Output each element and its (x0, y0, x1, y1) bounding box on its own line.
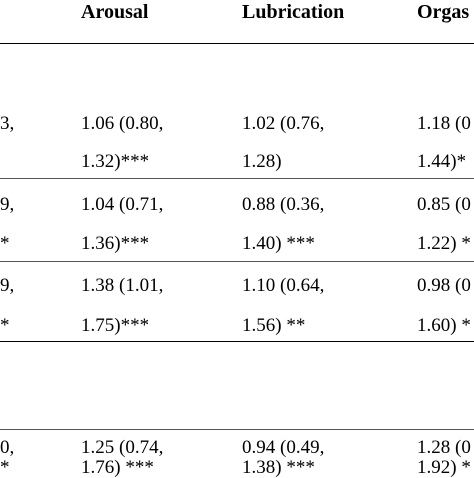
lubrication-cell: 1.02 (0.76, (242, 113, 325, 134)
lubrication-cell: 0.94 (0.49, (242, 437, 325, 458)
row-label-fragment: * (0, 233, 10, 254)
orgasm-cell: 1.22) * (417, 233, 471, 254)
arousal-cell: 1.76) *** (81, 457, 154, 478)
orgasm-cell: 1.28 (0 (417, 437, 471, 458)
orgasm-cell: 1.60) * (417, 315, 471, 336)
row-divider (0, 429, 474, 430)
arousal-cell: 1.32)*** (81, 151, 150, 172)
header-rule (0, 43, 474, 44)
row-divider (0, 178, 474, 179)
lubrication-cell: 1.38) *** (242, 457, 315, 478)
orgasm-cell: 0.85 (0 (417, 194, 471, 215)
row-divider (0, 261, 474, 262)
orgasm-cell: 1.44)* (417, 151, 467, 172)
lubrication-cell: 1.10 (0.64, (242, 275, 325, 296)
lubrication-cell: 1.28) (242, 151, 282, 172)
row-label-fragment: * (0, 457, 10, 478)
lubrication-cell: 1.56) ** (242, 315, 306, 336)
row-label-fragment: 3, (0, 113, 15, 134)
row-label-fragment: 9, (0, 275, 15, 296)
row-label-fragment: 9, (0, 194, 15, 215)
arousal-cell: 1.75)*** (81, 315, 150, 336)
column-header-arousal: Arousal (81, 1, 149, 23)
orgasm-cell: 1.18 (0 (417, 113, 471, 134)
orgasm-cell: 0.98 (0 (417, 275, 471, 296)
section-rule (0, 341, 474, 342)
column-header-orgasm: Orgas (417, 1, 470, 23)
row-label-fragment: * (0, 315, 10, 336)
lubrication-cell: 1.40) *** (242, 233, 315, 254)
orgasm-cell: 1.92) * (417, 457, 471, 478)
arousal-cell: 1.06 (0.80, (81, 113, 164, 134)
arousal-cell: 1.04 (0.71, (81, 194, 164, 215)
lubrication-cell: 0.88 (0.36, (242, 194, 325, 215)
arousal-cell: 1.36)*** (81, 233, 150, 254)
row-label-fragment: 0, (0, 437, 15, 458)
arousal-cell: 1.25 (0.74, (81, 437, 164, 458)
column-header-lubrication: Lubrication (242, 1, 345, 23)
arousal-cell: 1.38 (1.01, (81, 275, 164, 296)
